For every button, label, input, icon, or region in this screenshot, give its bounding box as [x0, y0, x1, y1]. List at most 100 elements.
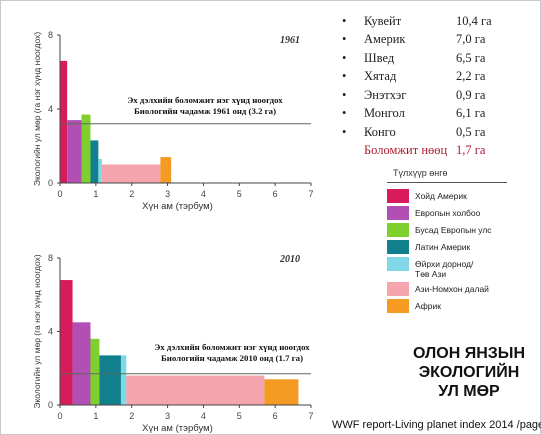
- stat-name: Швед: [364, 50, 395, 65]
- y-tick-label: 0: [48, 178, 53, 188]
- headline-line-3: УЛ МӨР: [438, 383, 500, 400]
- stat-name: Монгол: [364, 106, 405, 121]
- bullet: •: [342, 69, 347, 84]
- legend-item: Ази-Номхон далай: [387, 282, 537, 296]
- footprint-stats-list: • Кувейт 10,4 га • Америк 7,0 га • Швед 6,5 га • Х…: [336, 12, 536, 160]
- biocapacity-annotation: Биологийн чадамж 1961 онд (3.2 га): [134, 106, 276, 116]
- x-tick-label: 0: [57, 411, 62, 421]
- stat-name: Энэтхэг: [364, 87, 407, 102]
- biocapacity-annotation: Эх дэлхийн боломжит нэг хүнд ноогдох: [154, 342, 310, 352]
- bar: [60, 60, 68, 183]
- bar: [101, 164, 161, 183]
- stat-row: • Энэтхэг 0,9 га: [336, 86, 536, 105]
- biocapacity-annotation: Эх дэлхийн боломжит нэг хүнд ноогдох: [127, 95, 283, 105]
- bar: [81, 114, 91, 183]
- legend-label: Африк: [415, 301, 441, 311]
- x-tick-label: 0: [57, 189, 62, 199]
- legend-swatch: [387, 189, 409, 203]
- bar: [72, 322, 91, 405]
- legend-label: Өйрхи дорнод/Төв Ази: [415, 259, 474, 279]
- bar: [60, 280, 73, 405]
- stat-name: Кувейт: [364, 13, 402, 28]
- stat-value: 6,1 га: [456, 106, 486, 121]
- legend-label: Латин Америк: [415, 242, 471, 252]
- y-axis-label: Экологийн ул мөр (га нэг хүнд ноогдох): [32, 32, 42, 186]
- x-tick-label: 6: [273, 411, 278, 421]
- stat-value: 10,4 га: [456, 13, 492, 28]
- legend-title: Түлхүүр өнгө: [393, 168, 448, 178]
- legend-item: Европын холбоо: [387, 206, 537, 220]
- year-label: 2010: [279, 254, 300, 265]
- stat-name: Хятад: [364, 69, 397, 84]
- x-tick-label: 7: [308, 189, 313, 199]
- legend-swatch: [387, 223, 409, 237]
- x-tick-label: 4: [201, 411, 206, 421]
- stat-row: • Кувейт 10,4 га: [336, 12, 536, 31]
- chart-2010: 0 1 2 3 4 5 6 7 0 4 8 Хүн ам (тэрбум) Экологийн ул м…: [32, 253, 314, 434]
- x-tick-label: 1: [93, 189, 98, 199]
- legend-label: Европын холбоо: [415, 208, 481, 218]
- bullet: •: [342, 87, 347, 102]
- x-tick-label: 1: [93, 411, 98, 421]
- x-tick-label: 2: [129, 189, 134, 199]
- legend-swatch: [387, 206, 409, 220]
- stat-row: • Швед 6,5 га: [336, 49, 536, 68]
- legend: Түлхүүр өнгө Хойд Америк Европын холбоо Бу…: [387, 168, 537, 316]
- bullet: •: [342, 32, 347, 47]
- legend-item: Бусад Европын улс: [387, 223, 537, 237]
- x-tick-label: 4: [201, 189, 206, 199]
- y-tick-label: 4: [48, 327, 53, 337]
- stat-name: Америк: [364, 32, 406, 47]
- x-tick-label: 6: [273, 189, 278, 199]
- legend-swatch: [387, 299, 409, 313]
- x-tick-label: 5: [237, 411, 242, 421]
- y-tick-label: 4: [48, 104, 53, 114]
- legend-divider: [387, 182, 507, 183]
- y-tick-label: 8: [48, 253, 53, 263]
- stat-name: Конго: [364, 124, 396, 139]
- chart-1961: 0 1 2 3 4 5 6 7 0 4 8 Хүн ам (тэрбум) Экологийн ул м…: [32, 30, 314, 212]
- legend-swatch: [387, 282, 409, 296]
- bar: [120, 355, 127, 405]
- stat-value: 6,5 га: [456, 50, 486, 65]
- legend-item: Хойд Америк: [387, 189, 537, 203]
- bar: [90, 338, 100, 405]
- legend-item: Өйрхи дорнод/Төв Ази: [387, 257, 537, 279]
- year-label: 1961: [280, 35, 300, 46]
- x-axis-label: Хүн ам (тэрбум): [142, 423, 213, 434]
- legend-item: Африк: [387, 299, 537, 313]
- stat-row-available: Боломжит нөөц 1,7 га: [336, 142, 536, 161]
- stat-value: 1,7 га: [456, 143, 486, 158]
- bullet: •: [342, 124, 347, 139]
- y-axis-label: Экологийн ул мөр (га нэг хүнд ноогдох): [32, 254, 42, 408]
- headline-line-2: ЭКОЛОГИЙН: [418, 364, 520, 381]
- bar: [67, 120, 82, 183]
- x-tick-label: 2: [129, 411, 134, 421]
- stat-row: • Монгол 6,1 га: [336, 105, 536, 124]
- biocapacity-annotation: Биологийн чадамж 2010 онд (1.7 га): [161, 353, 303, 363]
- stat-value: 0,5 га: [456, 124, 486, 139]
- legend-label: Хойд Америк: [415, 191, 467, 201]
- x-tick-label: 3: [165, 189, 170, 199]
- bar: [160, 157, 172, 183]
- bar: [90, 140, 99, 183]
- x-tick-label: 7: [308, 411, 313, 421]
- legend-swatch: [387, 240, 409, 254]
- source-credit: WWF report-Living planet index 2014 /pag…: [332, 419, 541, 431]
- headline: ОЛОН ЯНЗЫН ЭКОЛОГИЙН УЛ МӨР: [404, 344, 534, 401]
- legend-swatch: [387, 257, 409, 271]
- bullet: •: [342, 106, 347, 121]
- stat-value: 0,9 га: [456, 87, 486, 102]
- legend-item: Латин Америк: [387, 240, 537, 254]
- bar: [126, 375, 265, 405]
- y-tick-label: 8: [48, 30, 53, 40]
- bar: [98, 158, 102, 183]
- x-axis-label: Хүн ам (тэрбум): [142, 201, 213, 212]
- legend-items: Хойд Америк Европын холбоо Бусад Европын у…: [387, 189, 537, 313]
- stat-value: 2,2 га: [456, 69, 486, 84]
- bullet: •: [342, 50, 347, 65]
- bar: [264, 379, 299, 405]
- legend-label: Бусад Европын улс: [415, 225, 492, 235]
- stat-row: • Хятад 2,2 га: [336, 68, 536, 87]
